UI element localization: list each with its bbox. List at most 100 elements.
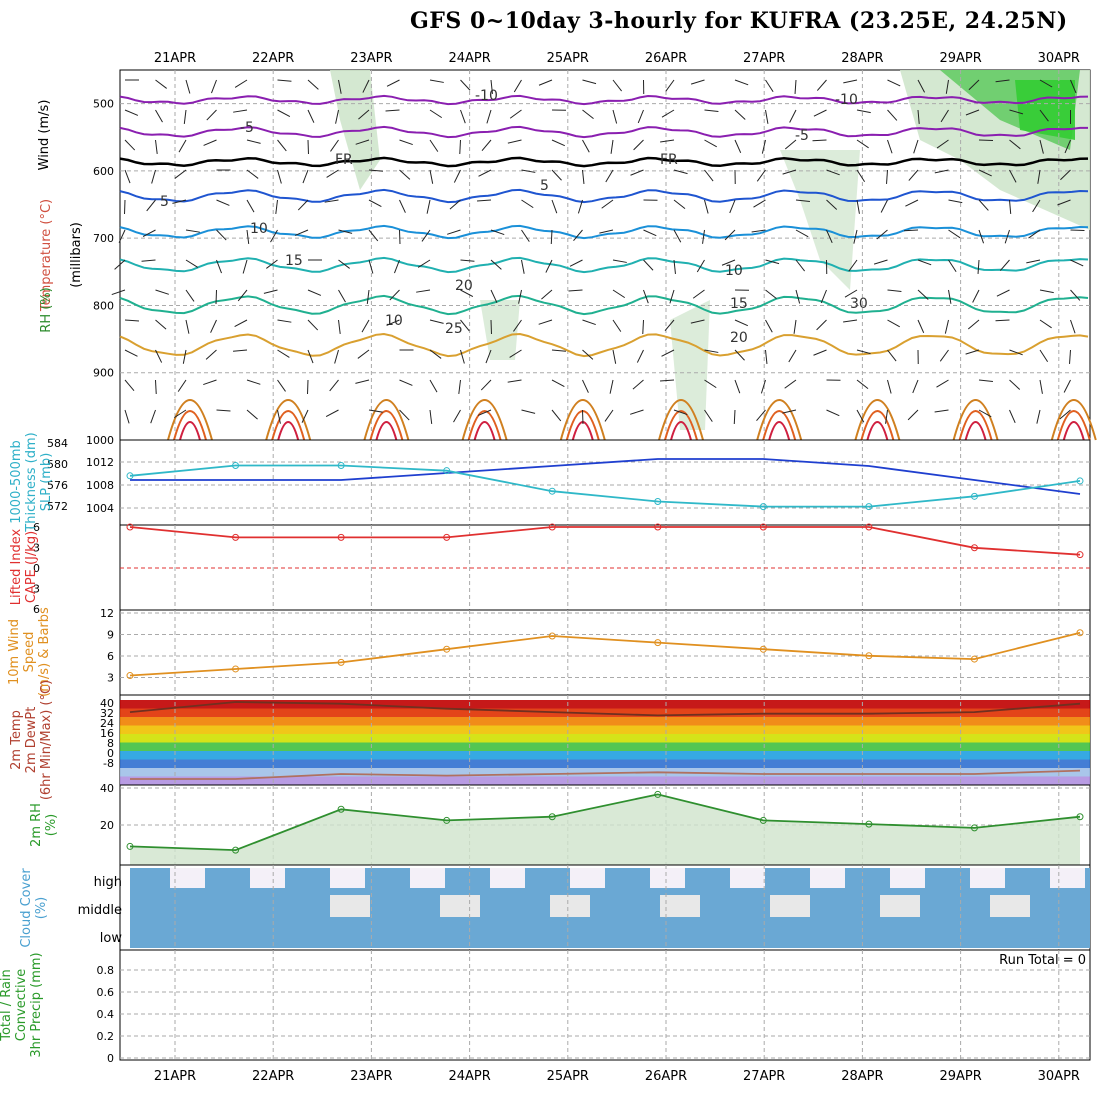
data-point xyxy=(865,820,873,828)
wind-barb xyxy=(673,199,686,210)
wind-barb xyxy=(275,199,278,214)
wind-barb xyxy=(155,79,167,89)
temp-line xyxy=(129,701,1081,717)
li-line xyxy=(129,526,1081,556)
isotherm-label: 10 xyxy=(250,221,268,237)
wind-barb xyxy=(417,259,431,268)
wind-barb xyxy=(490,79,493,94)
isotherm-label: -10 xyxy=(475,88,498,104)
wind-barb xyxy=(944,319,949,334)
panel-ylabel: CAPE (J/kg) xyxy=(24,531,39,603)
wind-barb xyxy=(521,169,536,173)
high-cloud-gap xyxy=(810,868,845,888)
wind-barb xyxy=(394,259,400,274)
wind-barb xyxy=(612,289,626,299)
isotherm-label: 20 xyxy=(730,330,748,346)
wind-barb xyxy=(856,139,869,149)
wind-barb xyxy=(178,139,187,153)
wind-barb xyxy=(449,199,461,210)
wind-barb xyxy=(848,259,858,272)
panel-ylabel: (m/s) & Barbs xyxy=(37,607,52,697)
top-date-axis: 21APR 22APR 23APR 24APR 25APR 26APR 27APR 28APR… xyxy=(154,51,1080,66)
wind-barb xyxy=(673,229,682,243)
wind-barb xyxy=(307,319,319,331)
slp-line xyxy=(130,458,1081,495)
wind-barb xyxy=(551,379,565,388)
upper-air-panel: -10 -5 FR 5 10 15 20 25 -10 -5 FR 5 10 15 20 30 10 500 60… xyxy=(86,69,1097,447)
wind-barb xyxy=(447,229,461,235)
wind-barb xyxy=(277,169,282,184)
wind-barb xyxy=(185,319,190,334)
wind-barb xyxy=(124,379,135,392)
wind-barb xyxy=(118,229,126,243)
panel-ylabels: Temperature (°C) Wind (m/s) (millibars) RH … xyxy=(0,100,84,1058)
wind-barb xyxy=(277,79,292,82)
high-cloud-gap xyxy=(170,868,205,888)
pressure-tick: 700 xyxy=(93,232,114,245)
wind-barb xyxy=(334,349,339,364)
wind-barb xyxy=(429,319,444,324)
wind-barb xyxy=(277,109,291,118)
wind-barb xyxy=(601,199,614,209)
wind-barb xyxy=(704,349,719,353)
wind-barb xyxy=(1057,199,1071,206)
wind-barb xyxy=(124,349,138,357)
slp-tick: 1008 xyxy=(86,479,114,492)
precip-tick: 0.6 xyxy=(97,986,115,999)
wind-barb xyxy=(813,349,827,356)
wind-barb xyxy=(124,409,130,424)
wind-barb xyxy=(788,349,797,363)
wind-barb xyxy=(1070,319,1076,334)
wind-barb xyxy=(673,259,676,274)
wind-barb xyxy=(1037,169,1041,184)
wind-barb xyxy=(665,79,675,92)
wind-barb xyxy=(612,79,623,92)
wind-barb xyxy=(233,349,248,352)
date-label-bottom: 26APR xyxy=(645,1069,687,1084)
wind-barb xyxy=(326,169,339,178)
wind-barb xyxy=(211,79,217,94)
wind-barb xyxy=(729,199,736,214)
wind-barb xyxy=(936,379,949,388)
wind-barb xyxy=(329,379,339,392)
wind-barb xyxy=(582,109,594,120)
wind-barb xyxy=(917,79,926,93)
wind-barb xyxy=(429,409,433,424)
wind-barb xyxy=(704,109,719,112)
wind-barb xyxy=(912,379,919,394)
precip-tick: 0.8 xyxy=(97,964,115,977)
wind-barb xyxy=(978,409,992,418)
wind-barb xyxy=(338,229,353,234)
wind-barb xyxy=(704,379,717,389)
wind-barb xyxy=(853,229,858,244)
panel-ylabel: Thickness (dm) xyxy=(24,432,39,532)
wind-barb xyxy=(887,79,901,87)
data-point xyxy=(865,523,873,531)
high-cloud-gap xyxy=(570,868,605,888)
wind-barb xyxy=(124,169,131,184)
wind-barb xyxy=(429,379,438,393)
pressure-tick: 1000 xyxy=(86,434,114,447)
run-total: Run Total = 0 xyxy=(999,953,1086,968)
wind-barb xyxy=(216,229,227,241)
isotherm-label: FR xyxy=(335,152,353,168)
wind-barb xyxy=(876,229,888,240)
wind-barb xyxy=(1070,289,1081,301)
wind-barb xyxy=(1009,409,1016,423)
wind-barb xyxy=(913,139,919,154)
wind-barb xyxy=(673,169,688,175)
cloud-cover-area xyxy=(130,868,1090,948)
data-point xyxy=(548,632,556,640)
wind-barb xyxy=(734,79,749,86)
wind-barb xyxy=(643,229,657,237)
mid-cloud-gap xyxy=(660,895,700,917)
wind-barb xyxy=(995,319,1010,322)
wind-barb xyxy=(887,289,902,292)
data-point xyxy=(337,805,345,813)
wind-barb xyxy=(1060,169,1071,181)
wind-barb xyxy=(604,409,614,422)
wind-barb xyxy=(795,199,810,202)
data-point xyxy=(232,665,240,673)
wind-barb xyxy=(246,139,261,144)
wind-barb xyxy=(513,319,522,332)
